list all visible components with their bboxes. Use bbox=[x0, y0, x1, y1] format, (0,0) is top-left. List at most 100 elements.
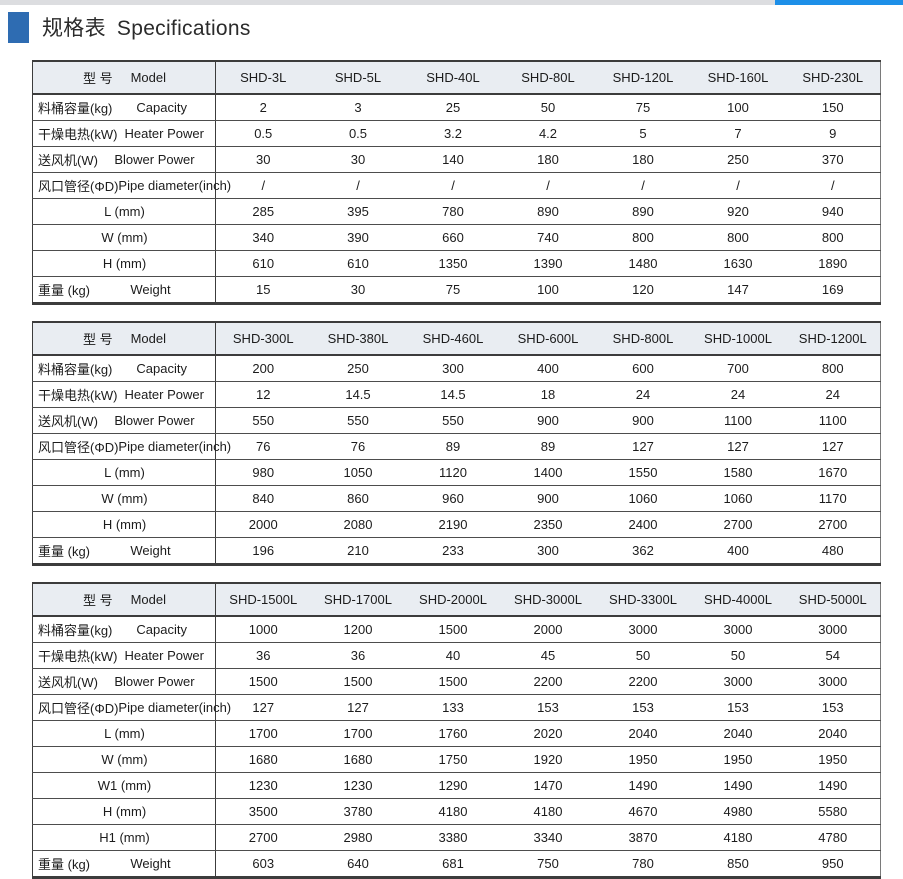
cell-value: 1290 bbox=[405, 772, 501, 799]
cell-value: 1120 bbox=[405, 459, 501, 486]
row-label-zh: 重量 (kg) bbox=[38, 857, 91, 872]
cell-value: 603 bbox=[215, 850, 311, 878]
cell-value: 700 bbox=[690, 355, 786, 382]
cell-value: 640 bbox=[310, 850, 406, 878]
table-row: 干燥电热(kW) Heater Power 12 14.5 14.5 18 24 24 24 bbox=[32, 381, 881, 408]
cell-value: 1100 bbox=[690, 407, 786, 434]
model-label-en: Model bbox=[130, 70, 167, 85]
cell-value: 1100 bbox=[785, 407, 881, 434]
cell-value: 840 bbox=[215, 485, 311, 512]
cell-value: 153 bbox=[500, 694, 596, 721]
row-label-zh: 干燥电热(kW) bbox=[38, 127, 118, 142]
row-label: 送风机(W) Blower Power bbox=[38, 411, 211, 430]
row-label-cell: L (mm) bbox=[32, 459, 216, 486]
row-label-en: Heater Power bbox=[124, 126, 204, 141]
table-row: 重量 (kg) Weight 15 30 75 100 120 147 169 bbox=[32, 276, 881, 304]
table-row: 干燥电热(kW) Heater Power 0.5 0.5 3.2 4.2 5 7 9 bbox=[32, 120, 881, 147]
row-label-cell: 干燥电热(kW) Heater Power bbox=[32, 642, 216, 669]
row-label-zh: 料桶容量(kg) bbox=[38, 101, 113, 116]
cell-value: 1490 bbox=[690, 772, 786, 799]
table-row: 送风机(W) Blower Power 550 550 550 900 900 1100 110… bbox=[32, 407, 881, 434]
cell-value: 150 bbox=[785, 94, 881, 121]
row-label-zh: 风口管径(ΦD) bbox=[38, 179, 119, 194]
cell-value: 750 bbox=[500, 850, 596, 878]
cell-value: 1950 bbox=[785, 746, 881, 773]
cell-value: 5 bbox=[595, 120, 691, 147]
cell-value: 1750 bbox=[405, 746, 501, 773]
model-header-cell: SHD-800L bbox=[595, 322, 691, 356]
cell-value: 600 bbox=[595, 355, 691, 382]
model-header-label: 型 号 Model bbox=[32, 322, 216, 356]
cell-value: 1670 bbox=[785, 459, 881, 486]
table-row: H1 (mm) 2700 2980 3380 3340 3870 4180 4780 bbox=[32, 824, 881, 851]
cell-value: 3000 bbox=[785, 616, 881, 643]
cell-value: 24 bbox=[595, 381, 691, 408]
cell-value: 233 bbox=[405, 537, 501, 565]
cell-value: 2020 bbox=[500, 720, 596, 747]
row-label-zh: 风口管径(ΦD) bbox=[38, 440, 119, 455]
row-label-cell: 料桶容量(kg) Capacity bbox=[32, 616, 216, 643]
cell-value: 1060 bbox=[595, 485, 691, 512]
cell-value: 2400 bbox=[595, 511, 691, 538]
model-label-zh: 型 号 bbox=[82, 593, 113, 608]
cell-value: 300 bbox=[405, 355, 501, 382]
cell-value: 960 bbox=[405, 485, 501, 512]
row-label-cell: H1 (mm) bbox=[32, 824, 216, 851]
cell-value: 740 bbox=[500, 224, 596, 251]
model-header-cell: SHD-2000L bbox=[405, 583, 501, 617]
cell-value: 1950 bbox=[690, 746, 786, 773]
cell-value: 25 bbox=[405, 94, 501, 121]
cell-value: 2190 bbox=[405, 511, 501, 538]
cell-value: 3000 bbox=[785, 668, 881, 695]
cell-value: 1760 bbox=[405, 720, 501, 747]
row-label-en: Pipe diameter(inch) bbox=[118, 178, 232, 193]
cell-value: 550 bbox=[215, 407, 311, 434]
cell-value: 3340 bbox=[500, 824, 596, 851]
model-header-cell: SHD-160L bbox=[690, 61, 786, 95]
cell-value: 3780 bbox=[310, 798, 406, 825]
cell-value: 1000 bbox=[215, 616, 311, 643]
row-label-en: Blower Power bbox=[114, 674, 195, 689]
cell-value: 76 bbox=[215, 433, 311, 460]
cell-value: 3000 bbox=[595, 616, 691, 643]
model-label-en: Model bbox=[130, 331, 167, 346]
spec-tables: 型 号 Model SHD-3L SHD-5L SHD-40L SHD-80L SHD-12… bbox=[32, 60, 881, 879]
cell-value: 127 bbox=[310, 694, 406, 721]
cell-value: 1500 bbox=[310, 668, 406, 695]
row-label-en: Capacity bbox=[136, 622, 187, 637]
model-header-cell: SHD-230L bbox=[785, 61, 881, 95]
page-title-zh: 规格表 bbox=[42, 17, 106, 40]
cell-value: 2000 bbox=[500, 616, 596, 643]
table-row: 料桶容量(kg) Capacity 200 250 300 400 600 700 800 bbox=[32, 355, 881, 382]
cell-value: 147 bbox=[690, 276, 786, 304]
model-header-cell: SHD-1700L bbox=[310, 583, 406, 617]
cell-value: 1500 bbox=[405, 616, 501, 643]
cell-value: 1580 bbox=[690, 459, 786, 486]
cell-value: 54 bbox=[785, 642, 881, 669]
cell-value: 610 bbox=[215, 250, 311, 277]
cell-value: 127 bbox=[215, 694, 311, 721]
cell-value: 36 bbox=[310, 642, 406, 669]
row-label-zh: 重量 (kg) bbox=[38, 544, 91, 559]
row-label-zh: 料桶容量(kg) bbox=[38, 362, 113, 377]
model-header-label-inner: 型 号 Model bbox=[38, 329, 211, 348]
cell-value: 180 bbox=[500, 146, 596, 173]
row-label: 风口管径(ΦD) Pipe diameter(inch) bbox=[38, 698, 231, 717]
row-label-cell: 重量 (kg) Weight bbox=[32, 850, 216, 878]
cell-value: 1230 bbox=[310, 772, 406, 799]
cell-value: 2 bbox=[215, 94, 311, 121]
cell-value: 285 bbox=[215, 198, 311, 225]
cell-value: 76 bbox=[310, 433, 406, 460]
row-label-en: Capacity bbox=[136, 361, 187, 376]
table-row: W (mm) 1680 1680 1750 1920 1950 1950 1950 bbox=[32, 746, 881, 773]
cell-value: 1490 bbox=[595, 772, 691, 799]
cell-value: 890 bbox=[595, 198, 691, 225]
cell-value: 3500 bbox=[215, 798, 311, 825]
cell-value: 900 bbox=[595, 407, 691, 434]
cell-value: 4670 bbox=[595, 798, 691, 825]
cell-value: 4180 bbox=[500, 798, 596, 825]
cell-value: 0.5 bbox=[215, 120, 311, 147]
cell-value: 800 bbox=[595, 224, 691, 251]
cell-value: 980 bbox=[215, 459, 311, 486]
table-row: L (mm) 980 1050 1120 1400 1550 1580 1670 bbox=[32, 459, 881, 486]
